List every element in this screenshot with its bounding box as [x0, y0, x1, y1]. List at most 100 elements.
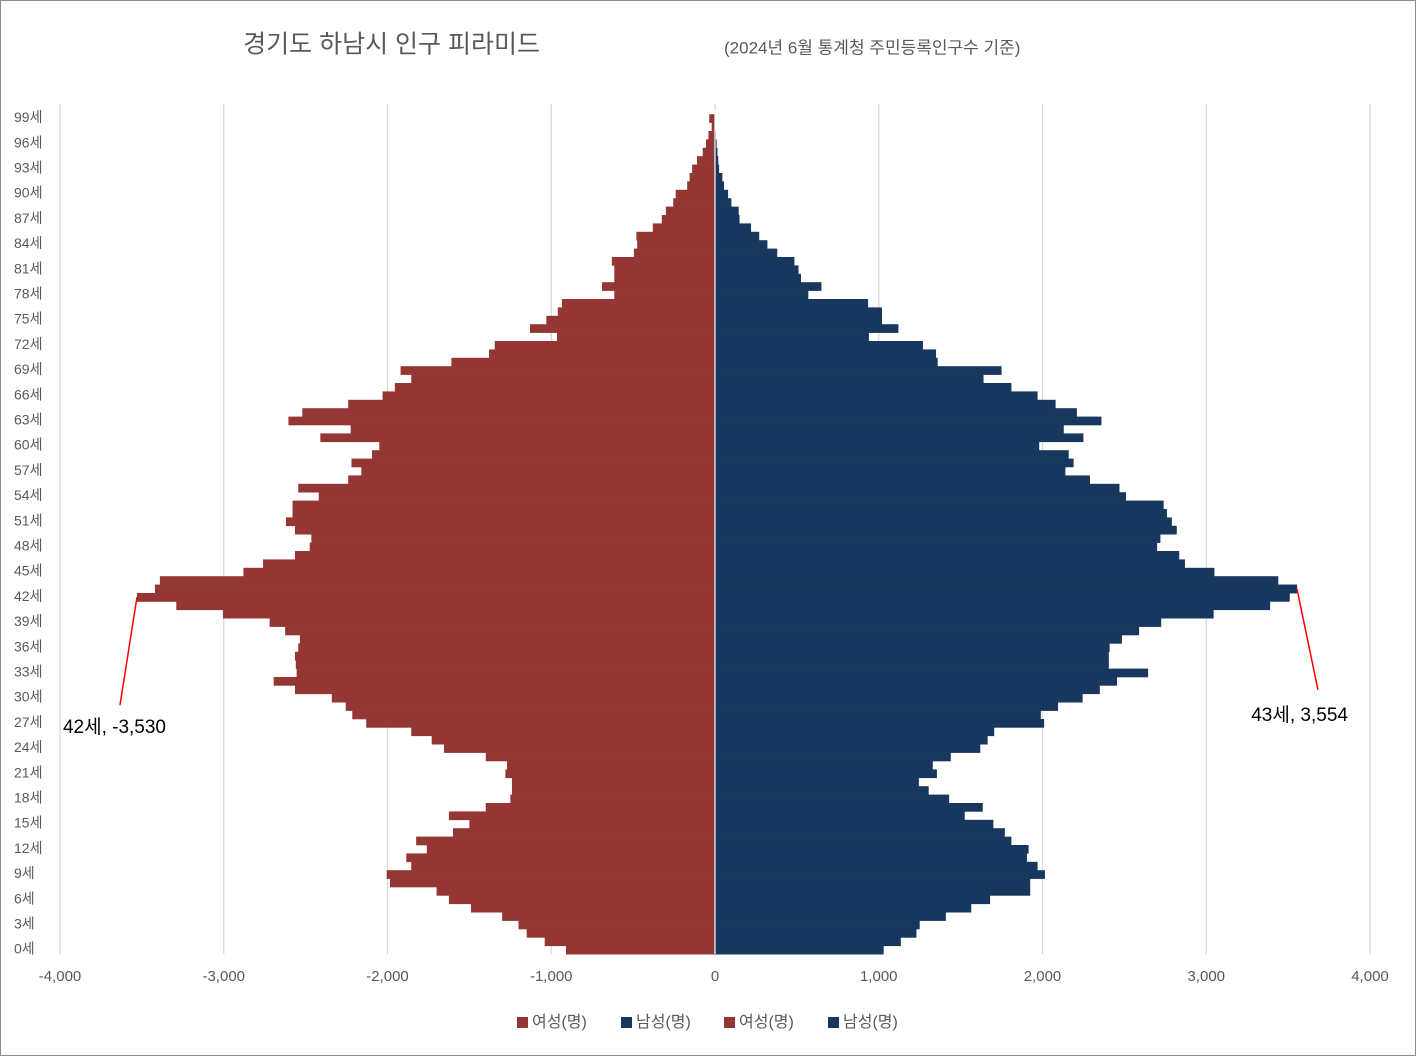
bar: [715, 576, 1279, 585]
bar: [715, 248, 778, 258]
bar: [426, 845, 715, 854]
bar: [544, 937, 715, 947]
bar: [715, 290, 809, 300]
bar: [556, 332, 715, 342]
bar: [715, 761, 933, 770]
bar: [295, 660, 715, 669]
bar: [292, 509, 715, 518]
y-tick-label: 57세: [14, 462, 42, 478]
bar: [507, 761, 715, 770]
bar: [715, 475, 1090, 485]
bar: [715, 425, 1064, 434]
bar: [715, 727, 995, 737]
y-tick-label: 96세: [14, 134, 42, 150]
bar: [469, 819, 715, 829]
bar: [416, 836, 715, 846]
bar: [382, 391, 715, 401]
y-tick-label: 6세: [14, 890, 35, 906]
bar: [696, 156, 715, 165]
bar: [715, 861, 1038, 871]
bar: [285, 517, 715, 527]
bar: [406, 853, 715, 863]
bar: [715, 912, 946, 921]
bar: [471, 903, 715, 913]
legend-label: 여성(명): [532, 1013, 587, 1031]
bar: [715, 853, 1027, 863]
legend-label: 여성(명): [739, 1013, 794, 1031]
bar: [715, 551, 1180, 560]
bar: [292, 500, 715, 510]
bar: [715, 433, 1084, 443]
bar: [715, 240, 768, 249]
bar: [298, 643, 715, 653]
bar: [411, 861, 715, 871]
bar: [715, 752, 951, 762]
bar: [379, 441, 715, 451]
bar: [436, 887, 715, 896]
bar: [511, 786, 715, 795]
bar: [715, 215, 740, 224]
bar: [715, 887, 1031, 896]
bar: [715, 173, 723, 182]
bar: [400, 366, 715, 375]
bar: [296, 668, 715, 678]
y-tick-label: 48세: [14, 538, 42, 554]
bar: [715, 593, 1290, 602]
y-tick-label: 84세: [14, 235, 42, 251]
bar: [715, 408, 1077, 417]
bar: [715, 920, 920, 930]
bar: [614, 273, 715, 283]
bar: [715, 223, 752, 233]
bar: [675, 189, 715, 199]
bar: [715, 147, 718, 157]
bar: [485, 803, 715, 812]
bar: [715, 500, 1164, 510]
bar: [705, 139, 715, 149]
bar: [715, 744, 981, 753]
bar: [715, 719, 1045, 728]
data-label: 42세, -3,530: [63, 716, 166, 738]
legend-swatch: [724, 1017, 735, 1028]
bar: [715, 391, 1038, 401]
bar: [715, 492, 1127, 501]
bar: [529, 324, 715, 333]
bar: [715, 803, 983, 812]
x-tick-label: -4,000: [39, 968, 82, 985]
bar: [361, 467, 715, 476]
bar: [136, 593, 715, 602]
bar: [526, 929, 715, 938]
bar: [715, 164, 720, 174]
bar: [294, 685, 715, 695]
bar: [715, 937, 901, 947]
bar: [176, 601, 715, 611]
bar: [715, 198, 732, 207]
bar: [411, 374, 715, 384]
bar: [692, 164, 715, 174]
leader-line: [1296, 588, 1319, 690]
bar: [715, 483, 1120, 493]
bar: [636, 231, 715, 241]
y-tick-label: 18세: [14, 790, 42, 806]
bar: [448, 811, 715, 821]
bar: [715, 366, 1002, 375]
bar: [637, 240, 715, 249]
bar: [448, 895, 715, 905]
bar: [451, 357, 715, 367]
bar: [263, 559, 715, 569]
y-tick-label: 75세: [14, 311, 42, 327]
bar: [715, 341, 923, 350]
bar: [715, 811, 965, 821]
bar: [715, 139, 717, 149]
bar: [715, 618, 1162, 627]
bar: [715, 156, 719, 165]
y-tick-label: 87세: [14, 210, 42, 226]
bar: [431, 735, 715, 745]
y-tick-label: 39세: [14, 613, 42, 629]
bar: [715, 584, 1297, 594]
bar: [494, 341, 715, 350]
bar: [652, 223, 715, 233]
y-tick-label: 51세: [14, 512, 42, 528]
bar: [614, 265, 715, 275]
y-tick-label: 21세: [14, 764, 42, 780]
